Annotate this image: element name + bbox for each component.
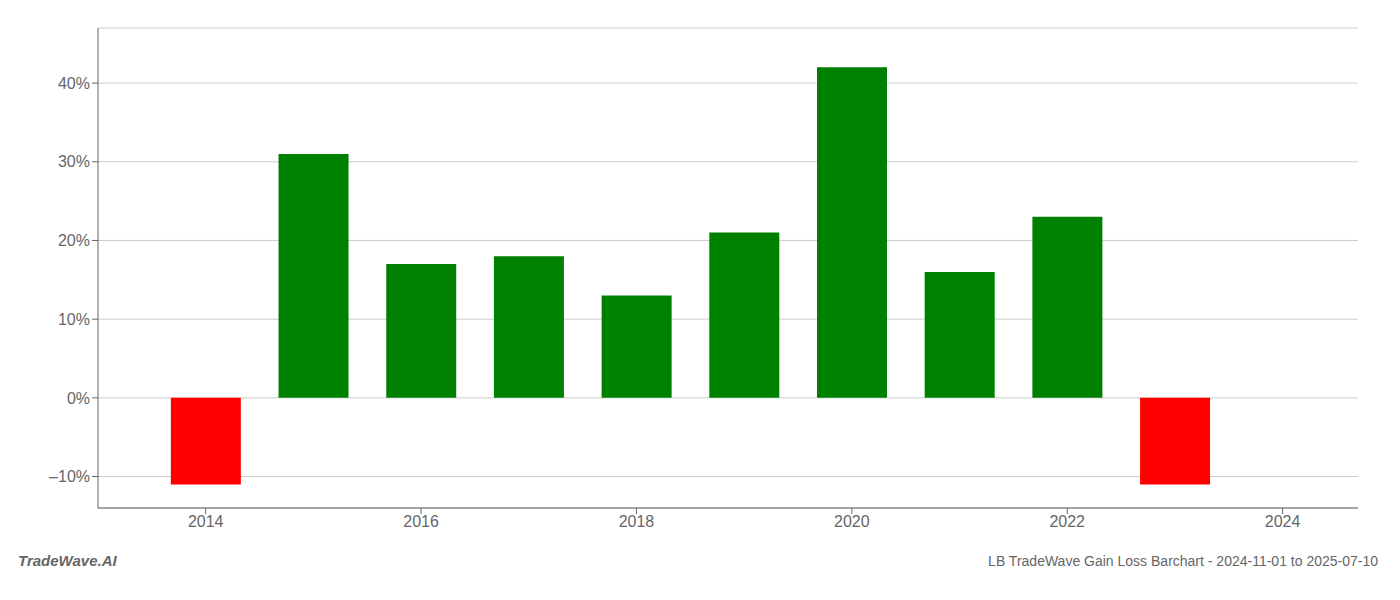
svg-text:40%: 40%: [58, 75, 90, 92]
svg-text:2016: 2016: [403, 513, 439, 530]
svg-text:10%: 10%: [58, 311, 90, 328]
svg-text:2018: 2018: [619, 513, 655, 530]
svg-text:2024: 2024: [1265, 513, 1301, 530]
html-text:TradeWave.AI: TradeWave.AI: [18, 552, 117, 569]
svg-text:2014: 2014: [188, 513, 224, 530]
svg-text:2022: 2022: [1049, 513, 1085, 530]
svg-text:20%: 20%: [58, 232, 90, 249]
svg-text:0%: 0%: [67, 390, 90, 407]
svg-text:30%: 30%: [58, 153, 90, 170]
html-text:LB TradeWave Gain Loss Barchar: LB TradeWave Gain Loss Barchart - 2024-1…: [988, 553, 1378, 569]
svg-text:2020: 2020: [834, 513, 870, 530]
svg-text:–10%: –10%: [49, 468, 90, 485]
